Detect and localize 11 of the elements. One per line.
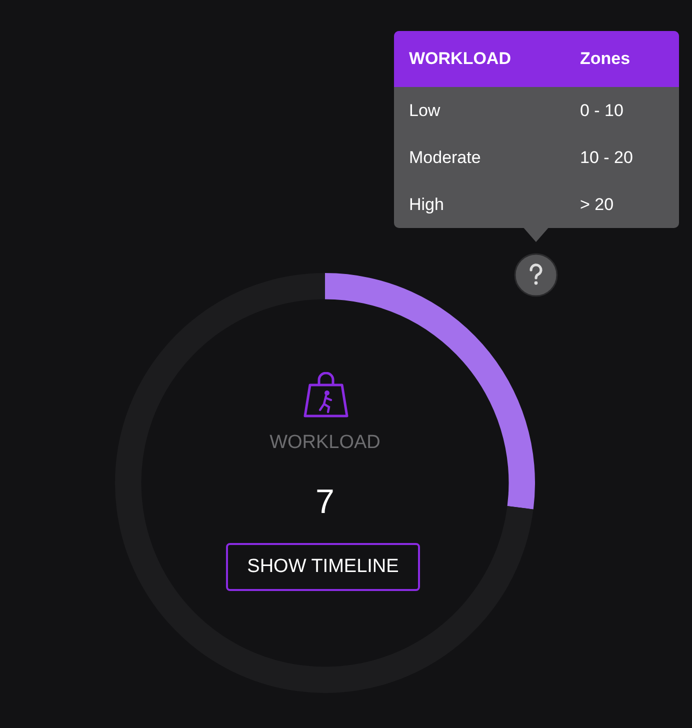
text: WORKLOAD (409, 49, 512, 69)
text: Moderate (409, 148, 482, 168)
text: 0 - 10 (580, 100, 624, 120)
text: WORKLOAD (268, 432, 382, 454)
text: 7 (314, 483, 336, 522)
text: Zones (580, 49, 630, 69)
text: Low (409, 100, 442, 120)
text: High (409, 194, 445, 214)
text: > 20 (580, 194, 614, 214)
text: 10 - 20 (580, 148, 633, 168)
text: SHOW TIMELINE (226, 543, 420, 591)
